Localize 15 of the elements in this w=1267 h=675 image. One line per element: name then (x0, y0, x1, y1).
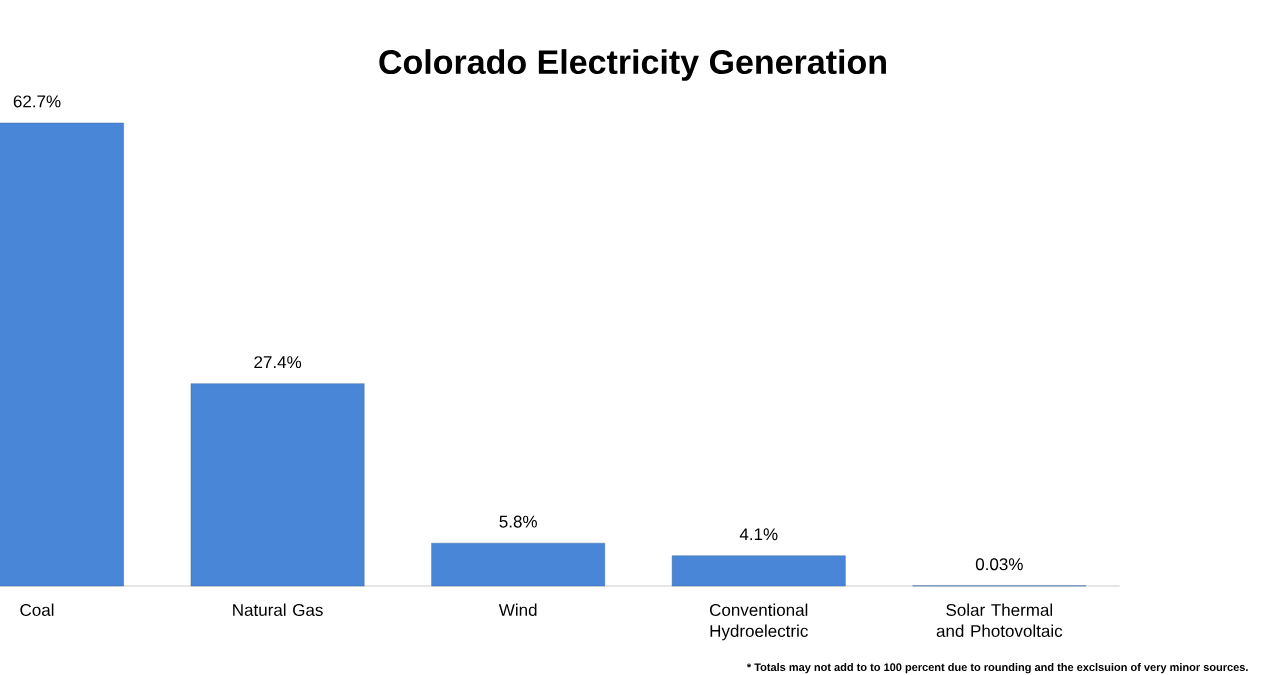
data-label: 0.03% (975, 558, 1023, 571)
chart-title: Colorado Electricity Generation (379, 49, 886, 81)
x-tick-label: Solar Thermal and Photovoltaic (936, 603, 1063, 638)
bar (671, 555, 846, 587)
data-label: 62.7% (13, 95, 61, 108)
x-tick-label: Natural Gas (233, 603, 323, 617)
x-tick-label: Coal (20, 603, 54, 617)
data-label: 5.8% (499, 515, 537, 528)
text: * Totals may not add to to 100 percent due to rounding and the exclsuion of very minor sources. (746, 663, 1248, 674)
x-tick-label: Conventional Hydroelectric (710, 603, 808, 641)
bar (190, 383, 365, 587)
data-label: 4.1% (739, 528, 778, 541)
data-label: 27.4% (254, 356, 302, 369)
bar (431, 542, 605, 587)
x-tick-label: Wind (498, 603, 537, 617)
